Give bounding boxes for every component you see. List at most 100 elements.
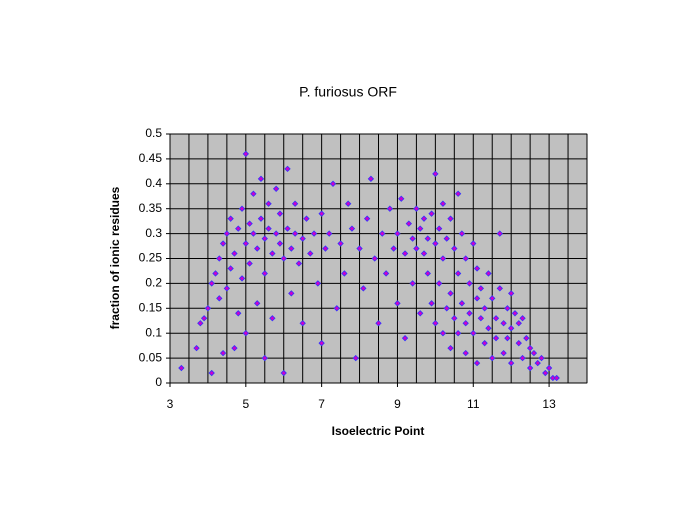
data-point [508,290,515,297]
data-point [227,215,234,222]
data-point [485,270,492,277]
data-point [511,310,519,317]
data-point [390,245,397,252]
data-point [454,190,462,197]
data-point [276,210,284,217]
data-point [363,215,371,222]
data-point [254,300,261,307]
data-point [519,354,526,362]
data-point [530,349,538,357]
data-point [219,349,227,357]
data-point [508,359,515,367]
data-point [515,339,522,347]
data-point [489,354,496,362]
data-point [269,315,276,322]
data-point [246,260,253,267]
data-point [462,320,469,327]
data-point [496,230,503,237]
y-tick-label: 0.15 [139,300,163,314]
data-point [526,344,534,352]
data-point [216,255,223,262]
data-point [276,240,284,247]
data-point [534,359,541,367]
data-point [208,369,215,377]
y-tick-label: 0.1 [145,325,162,339]
data-point [242,150,249,158]
data-point [382,270,390,277]
data-point [197,320,204,327]
y-tick-label: 0.5 [145,126,162,140]
data-point [204,305,212,312]
data-point [284,165,291,173]
data-point [489,295,496,302]
data-point [458,300,466,307]
data-point [504,335,511,342]
y-tick-label: 0.25 [139,251,163,265]
data-point [329,180,337,187]
data-point [299,235,306,242]
data-point [462,349,469,357]
data-point [341,270,348,277]
data-point [504,305,511,312]
data-point [466,280,473,287]
data-point [424,270,431,277]
data-point [451,315,458,322]
data-point [235,310,242,317]
data-point [401,250,409,257]
data-point [443,305,450,312]
data-point [394,230,401,237]
data-point [250,190,257,197]
data-point [348,225,356,232]
x-tick-label: 7 [318,397,325,411]
data-point [439,200,447,207]
data-point [261,270,268,277]
data-point [356,245,363,252]
data-point [261,235,268,242]
data-point [280,255,287,262]
data-point [212,270,219,277]
data-point [447,344,454,352]
data-point [231,344,238,352]
data-point [371,255,378,262]
data-point [526,364,534,372]
data-point [238,275,246,282]
data-point [257,175,265,182]
data-point [417,225,424,232]
data-point [435,280,443,287]
data-point [443,235,450,242]
data-point [405,220,412,227]
data-point [303,215,310,222]
y-tick-label: 0 [155,375,162,389]
data-point [375,320,382,327]
data-point [477,285,485,292]
x-tick-label: 3 [167,397,174,411]
data-point [265,200,272,207]
data-point [272,185,280,192]
data-point [508,325,515,332]
data-point [481,305,488,312]
data-point [428,210,435,217]
y-tick-label: 0.2 [145,276,162,290]
data-point [485,325,492,332]
data-point [208,280,215,287]
data-point [500,349,507,357]
data-point [269,250,276,257]
data-point [409,235,416,242]
data-point [420,215,428,222]
x-tick-label: 11 [467,397,480,411]
data-point [477,315,485,322]
data-point [284,225,291,232]
data-point [398,195,405,202]
data-point [428,300,435,307]
data-point [432,320,439,327]
data-point [420,250,428,257]
y-tick-label: 0.3 [145,226,162,240]
data-point [246,220,253,227]
data-point [223,285,231,292]
data-point [538,354,545,362]
data-point [242,240,249,247]
data-point [432,240,439,247]
x-tick-label: 9 [394,397,401,411]
data-point [216,295,223,302]
